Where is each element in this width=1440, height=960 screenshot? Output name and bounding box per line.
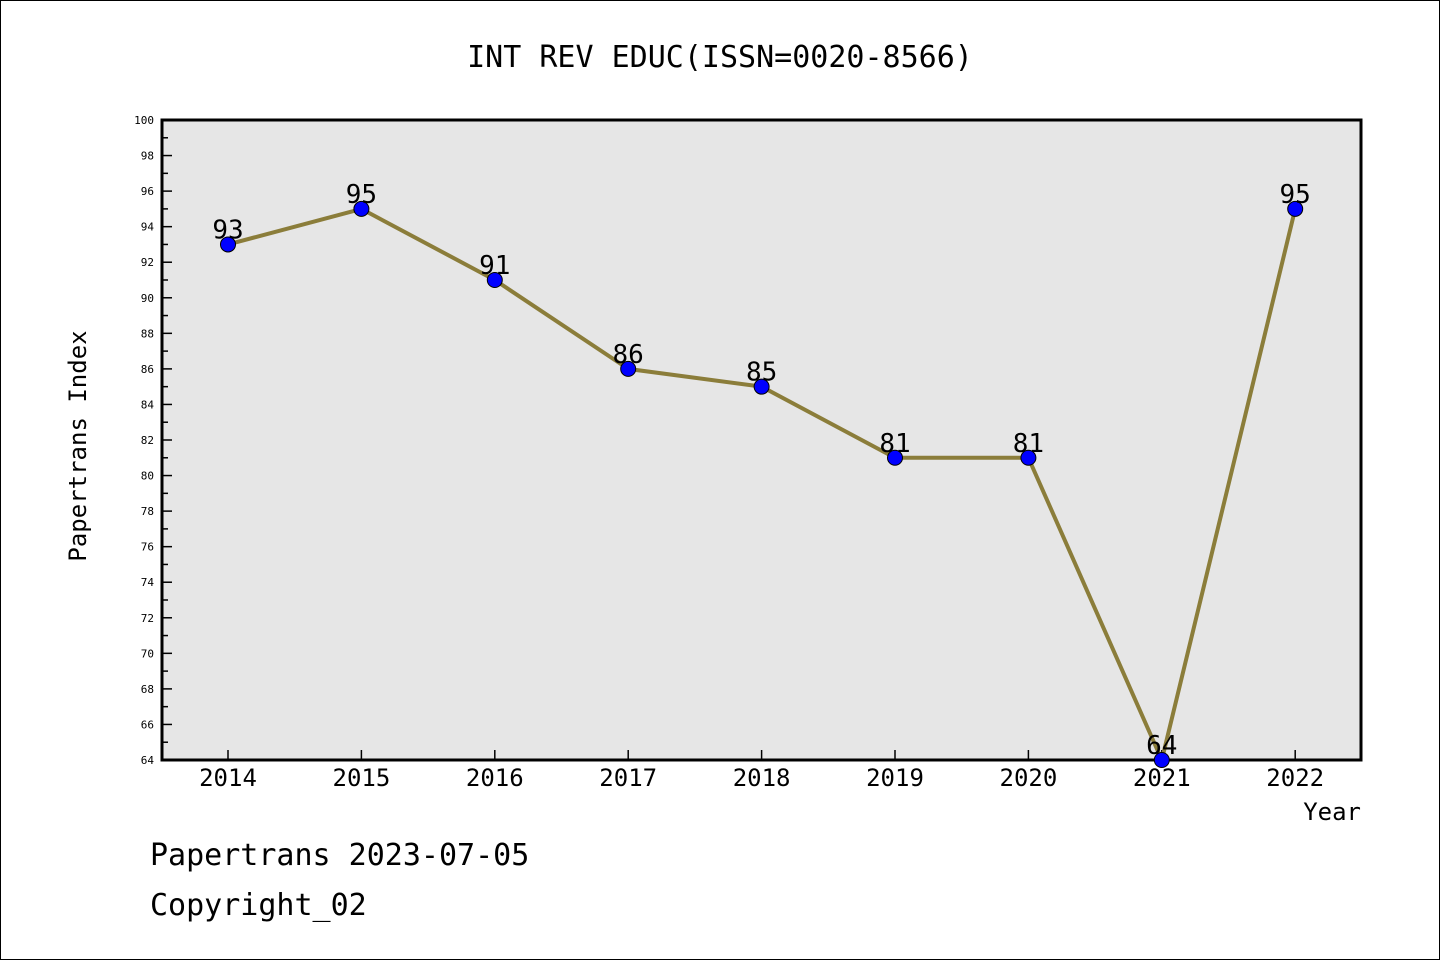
x-axis-label: Year: [1303, 798, 1361, 826]
x-tick-label: 2021: [1133, 764, 1191, 792]
y-tick-label: 88: [141, 327, 154, 340]
data-point: [887, 449, 903, 466]
y-tick-label: 80: [141, 470, 154, 483]
x-axis-ticks: 2014 2015 2016 2017 2018 2019 2020 2021 2022: [199, 750, 1324, 792]
y-tick-label: 70: [141, 647, 154, 660]
y-axis-label: Papertrans Index: [64, 330, 92, 561]
data-point: [1153, 752, 1170, 768]
x-tick-label: 2017: [599, 764, 657, 792]
y-axis-ticks: 64 66 68 70 72 74 76 78 80 82 84 86 88 90 92 94 96 98 100: [134, 114, 172, 767]
data-label: 64: [1146, 731, 1177, 761]
x-tick-label: 2019: [866, 764, 924, 792]
y-tick-label: 78: [141, 505, 154, 518]
data-label: 95: [346, 180, 377, 210]
y-tick-label: 74: [141, 576, 155, 589]
data-point: [220, 236, 236, 253]
x-tick-label: 2018: [733, 764, 791, 792]
y-tick-label: 98: [141, 150, 154, 163]
data-label: 81: [879, 429, 910, 459]
footer-copyright: Copyright_02: [150, 888, 367, 923]
y-tick-label: 100: [134, 114, 154, 127]
y-tick-label: 86: [141, 363, 154, 376]
data-point: [1287, 200, 1304, 217]
y-tick-label: 82: [141, 434, 154, 447]
data-label: 85: [746, 358, 777, 388]
data-point: [353, 200, 370, 217]
x-tick-label: 2014: [199, 764, 257, 792]
y-tick-label: 92: [141, 256, 154, 269]
data-label: 81: [1013, 429, 1044, 459]
y-tick-label: 64: [141, 754, 155, 767]
data-point: [620, 360, 637, 377]
x-tick-label: 2022: [1266, 764, 1324, 792]
data-point: [486, 272, 503, 288]
data-point: [1020, 449, 1037, 466]
data-label: 93: [212, 215, 243, 245]
x-tick-label: 2016: [466, 764, 524, 792]
x-tick-label: 2015: [333, 764, 391, 792]
data-label: 86: [613, 340, 644, 370]
y-tick-label: 96: [141, 185, 154, 198]
y-tick-label: 90: [141, 292, 154, 305]
y-tick-label: 76: [141, 541, 154, 554]
y-tick-label: 72: [141, 612, 154, 625]
plot-area: [160, 118, 1363, 762]
y-tick-label: 84: [141, 398, 155, 411]
data-point: [753, 378, 770, 395]
footer-date: Papertrans 2023-07-05: [150, 838, 529, 873]
x-tick-label: 2020: [1000, 764, 1058, 792]
y-tick-label: 68: [141, 683, 154, 696]
data-label: 95: [1280, 180, 1311, 210]
y-tick-label: 66: [141, 718, 154, 731]
data-label: 91: [479, 251, 510, 281]
y-tick-label: 94: [141, 221, 155, 234]
chart-title: INT REV EDUC(ISSN=0020-8566): [467, 40, 973, 75]
data-labels: 93 95 91 86 85 81 81 64 95: [212, 180, 1311, 761]
series-markers: [220, 200, 1304, 768]
